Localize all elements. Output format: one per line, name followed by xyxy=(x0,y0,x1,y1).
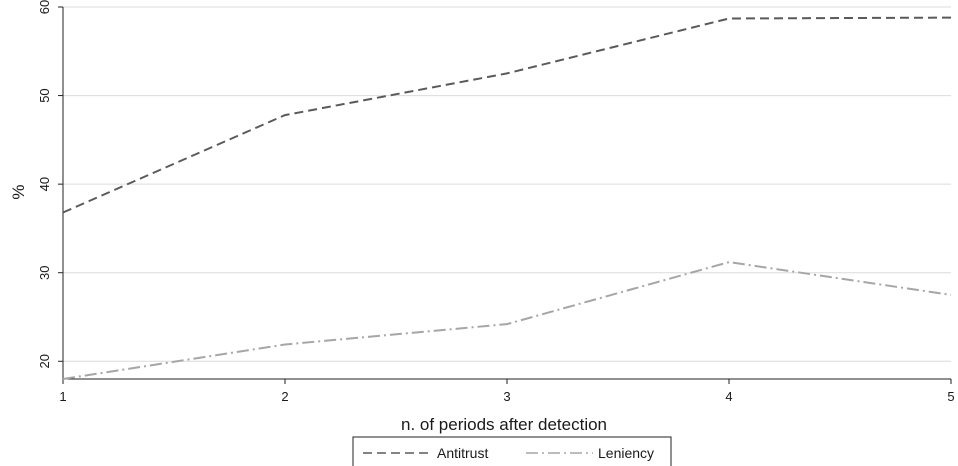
series-line-antitrust xyxy=(62,16,952,214)
y-axis-title: % xyxy=(9,184,28,199)
y-tick-label-50: 50 xyxy=(37,88,52,102)
x-tick-label-1: 1 xyxy=(59,389,66,404)
legend-label-leniency: Leniency xyxy=(598,445,654,461)
y-tick-label-40: 40 xyxy=(37,177,52,191)
series-line-leniency xyxy=(62,261,952,380)
legend-box xyxy=(352,436,672,466)
x-axis-title: n. of periods after detection xyxy=(401,415,607,434)
legend: Antitrust Leniency xyxy=(352,436,672,466)
x-tick-label-5: 5 xyxy=(947,389,954,404)
gridlines xyxy=(63,6,951,362)
y-tick-label-20: 20 xyxy=(37,354,52,368)
x-tick-label-2: 2 xyxy=(281,389,288,404)
y-tick-label-60: 60 xyxy=(37,0,52,14)
legend-label-antitrust: Antitrust xyxy=(437,445,488,461)
x-tick-label-3: 3 xyxy=(503,389,510,404)
tick-labels: 20 30 40 50 60 1 2 3 4 5 xyxy=(37,0,955,404)
x-tick-label-4: 4 xyxy=(725,389,732,404)
series xyxy=(62,16,952,380)
y-tick-label-30: 30 xyxy=(37,265,52,279)
